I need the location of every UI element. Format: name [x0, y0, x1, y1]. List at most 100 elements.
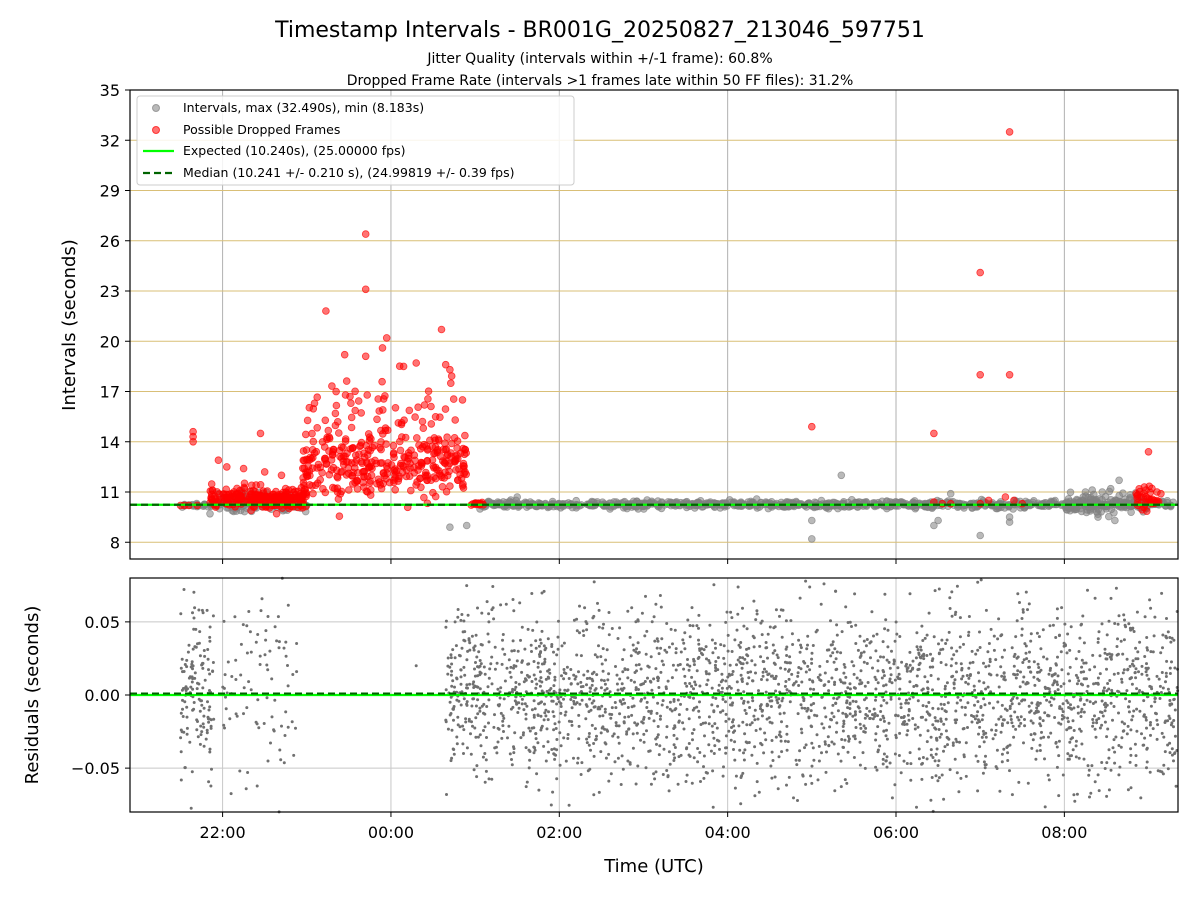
residual-point-2402 — [1021, 628, 1024, 631]
residual-point-1936 — [1105, 658, 1108, 661]
residual-point-2522 — [577, 757, 580, 760]
residual-point-2117 — [552, 728, 555, 731]
residual-point-1630 — [1088, 668, 1091, 671]
residual-point-1244 — [449, 701, 452, 704]
residual-point-1591 — [826, 649, 829, 652]
residual-point-398 — [734, 787, 737, 790]
residual-point-2750 — [1106, 728, 1109, 731]
residual-point-2709 — [473, 685, 476, 688]
residual-point-2760 — [1097, 683, 1100, 686]
residual-point-896 — [805, 710, 808, 713]
residual-point-695 — [461, 742, 464, 745]
residual-point-675 — [954, 710, 957, 713]
residual-point-516 — [745, 712, 748, 715]
residual-point-549 — [1135, 708, 1138, 711]
residual-point-2151 — [852, 664, 855, 667]
residual-point-632 — [967, 677, 970, 680]
residual-point-1720 — [730, 739, 733, 742]
residual-point-8 — [203, 649, 206, 652]
residual-point-951 — [759, 655, 762, 658]
residual-point-1502 — [1165, 660, 1168, 663]
residual-point-1167 — [1174, 735, 1177, 738]
residual-point-2462 — [895, 736, 898, 739]
residual-point-2104 — [1158, 678, 1161, 681]
residual-point-1861 — [930, 736, 933, 739]
residual-point-1231 — [591, 684, 594, 687]
residual-point-89 — [207, 658, 210, 661]
residual-point-1535 — [454, 620, 457, 623]
residual-point-2495 — [685, 685, 688, 688]
residual-point-114 — [188, 677, 191, 680]
residual-point-86 — [203, 745, 206, 748]
residual-point-2466 — [971, 650, 974, 653]
residual-point-2683 — [452, 719, 455, 722]
residual-point-1423 — [949, 607, 952, 610]
residual-point-1504 — [998, 686, 1001, 689]
residual-point-1886 — [627, 706, 630, 709]
residual-point-464 — [675, 669, 678, 672]
residual-point-2337 — [673, 743, 676, 746]
residual-point-1824 — [832, 697, 835, 700]
dropped-point-409 — [397, 447, 404, 454]
residual-point-2220 — [631, 705, 634, 708]
residual-point-1543 — [849, 687, 852, 690]
residual-point-1637 — [749, 670, 752, 673]
residual-point-2382 — [501, 648, 504, 651]
residual-point-30 — [179, 736, 182, 739]
residual-point-2758 — [1067, 727, 1070, 730]
residual-point-1369 — [918, 748, 921, 751]
residual-point-2761 — [483, 666, 486, 669]
residual-point-1926 — [976, 710, 979, 713]
residual-point-9 — [185, 706, 188, 709]
residual-point-1939 — [920, 716, 923, 719]
residual-point-1728 — [1117, 773, 1120, 776]
residual-point-1376 — [731, 704, 734, 707]
residual-point-1911 — [1093, 665, 1096, 668]
residual-point-2227 — [1099, 672, 1102, 675]
residual-point-304 — [1047, 774, 1050, 777]
residual-point-178 — [269, 742, 272, 745]
residual-point-1367 — [992, 737, 995, 740]
residual-point-1623 — [592, 793, 595, 796]
residual-point-642 — [846, 686, 849, 689]
dropped-point-614 — [428, 421, 435, 428]
legend: Intervals, max (32.490s), min (8.183s) P… — [137, 96, 574, 185]
residual-point-2804 — [1070, 625, 1073, 628]
residual-point-829 — [850, 625, 853, 628]
residual-point-493 — [1009, 715, 1012, 718]
dropped-point-492 — [301, 482, 308, 489]
residual-point-169 — [278, 749, 281, 752]
residual-point-1116 — [778, 755, 781, 758]
residual-point-1398 — [725, 734, 728, 737]
residual-point-1891 — [879, 718, 882, 721]
residual-point-1496 — [769, 700, 772, 703]
residual-point-1788 — [917, 648, 920, 651]
residual-point-2684 — [876, 750, 879, 753]
residual-point-1694 — [629, 763, 632, 766]
residual-point-112 — [208, 636, 211, 639]
residual-point-2256 — [1054, 742, 1057, 745]
residual-point-1640 — [753, 636, 756, 639]
residual-point-946 — [528, 766, 531, 769]
residual-point-1581 — [949, 768, 952, 771]
residual-point-2511 — [1154, 712, 1157, 715]
residual-point-2639 — [552, 651, 555, 654]
residual-point-1203 — [646, 701, 649, 704]
residual-point-772 — [531, 629, 534, 632]
residual-point-2710 — [1072, 707, 1075, 710]
residual-point-1940 — [978, 745, 981, 748]
residual-point-2089 — [524, 702, 527, 705]
residual-point-1277 — [934, 719, 937, 722]
residual-point-1692 — [708, 715, 711, 718]
residual-point-330 — [1073, 800, 1076, 803]
residual-point-446 — [1085, 662, 1088, 665]
residual-point-197 — [267, 615, 270, 618]
residual-point-600 — [1072, 793, 1075, 796]
residual-point-1409 — [972, 661, 975, 664]
residual-point-1920 — [878, 745, 881, 748]
residual-point-2074 — [785, 725, 788, 728]
interval-point-1196 — [1112, 517, 1119, 524]
residual-point-2550 — [775, 699, 778, 702]
residual-point-1018 — [565, 760, 568, 763]
residual-point-1712 — [800, 731, 803, 734]
